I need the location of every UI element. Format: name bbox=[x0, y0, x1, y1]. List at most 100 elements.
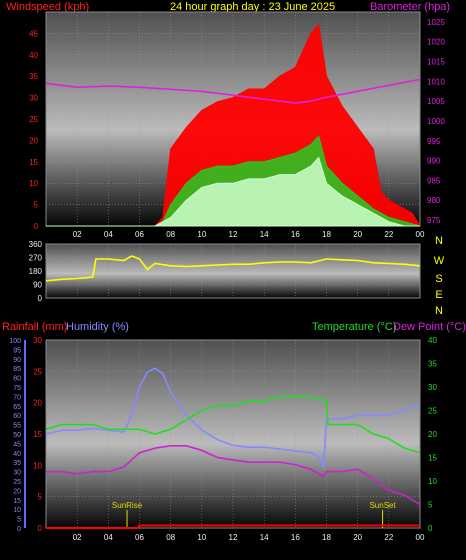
direction-y-tick: 360 bbox=[29, 240, 43, 249]
temp-x-tick: 00 bbox=[416, 533, 425, 542]
temperature-y-tick: 20 bbox=[428, 430, 437, 439]
temperature-y-tick: 25 bbox=[428, 407, 437, 416]
wind-speed-area bbox=[46, 156, 420, 227]
humidity-y-tick: 35 bbox=[13, 460, 21, 467]
wind-axis-label: Windspeed (kph) bbox=[6, 1, 89, 13]
wind-x-tick: 12 bbox=[229, 230, 238, 239]
direction-line bbox=[45, 255, 421, 282]
rainfall-y-tick: 5 bbox=[38, 493, 43, 502]
humidity-y-tick: 20 bbox=[13, 488, 21, 495]
temperature-axis-label: Temperature (°C) bbox=[312, 321, 396, 333]
barometer-y-tick: 985 bbox=[427, 176, 441, 185]
wind-x-tick: 10 bbox=[197, 230, 206, 239]
wind-y-tick: 5 bbox=[34, 201, 39, 210]
rainfall-y-tick: 15 bbox=[33, 430, 42, 439]
temp-x-tick: 18 bbox=[322, 533, 331, 542]
temperature-line bbox=[45, 395, 421, 454]
rainfall-y-tick: 25 bbox=[33, 367, 42, 376]
rainfall-axis-label: Rainfall (mm) bbox=[2, 321, 67, 333]
humidity-axis-label: Humidity (%) bbox=[66, 321, 129, 333]
temp-series bbox=[45, 367, 421, 529]
wind-x-tick: 08 bbox=[166, 230, 175, 239]
humidity-y-tick: 75 bbox=[13, 385, 21, 392]
humidity-y-tick: 60 bbox=[13, 413, 21, 420]
sunset-label: SunSet bbox=[369, 501, 396, 510]
wind-y-tick: 15 bbox=[29, 158, 38, 167]
barometer-y-tick: 1010 bbox=[427, 77, 445, 86]
temperature-y-tick: 0 bbox=[428, 524, 433, 533]
temp-x-tick: 16 bbox=[291, 533, 300, 542]
temp-x-tick-labels: 02 04 06 08 10 12 14 16 18 20 22 00 bbox=[73, 533, 425, 542]
direction-series bbox=[45, 255, 421, 282]
temp-x-tick: 04 bbox=[104, 533, 113, 542]
barometer-y-tick: 1000 bbox=[427, 117, 445, 126]
humidity-y-tick: 100 bbox=[9, 338, 21, 345]
direction-grid bbox=[46, 243, 421, 299]
rainfall-y-tick: 20 bbox=[33, 399, 42, 408]
compass-label: N bbox=[435, 235, 443, 247]
humidity-y-tick: 95 bbox=[13, 347, 21, 354]
humidity-y-tick: 0 bbox=[17, 526, 21, 533]
wind-x-tick: 06 bbox=[135, 230, 144, 239]
barometer-y-tick-labels: 975 980 985 990 995 1000 1005 1010 1015 1020 1025 bbox=[427, 18, 445, 225]
humidity-y-tick: 15 bbox=[13, 498, 21, 505]
wind-y-tick: 30 bbox=[29, 94, 38, 103]
dewpoint-line bbox=[46, 444, 421, 506]
compass-label: S bbox=[435, 273, 442, 285]
wind-x-tick: 00 bbox=[416, 230, 425, 239]
wind-y-tick: 35 bbox=[29, 72, 38, 81]
direction-y-tick: 0 bbox=[38, 294, 43, 303]
humidity-y-tick: 65 bbox=[13, 404, 21, 411]
temp-x-tick: 02 bbox=[73, 533, 82, 542]
barometer-y-tick: 980 bbox=[427, 196, 441, 205]
barometer-y-tick: 995 bbox=[427, 137, 441, 146]
barometer-y-tick: 990 bbox=[427, 157, 441, 166]
temperature-y-tick: 30 bbox=[428, 383, 437, 392]
barometer-line bbox=[45, 78, 421, 104]
direction-y-tick-labels: 360 270 180 90 0 bbox=[29, 240, 43, 303]
direction-y-tick: 180 bbox=[29, 267, 43, 276]
barometer-axis-label: Barometer (hpa) bbox=[370, 1, 450, 13]
rainfall-line bbox=[46, 524, 420, 529]
humidity-y-tick: 55 bbox=[13, 423, 21, 430]
rainfall-y-tick: 10 bbox=[33, 461, 42, 470]
humidity-y-tick: 80 bbox=[13, 376, 21, 383]
wind-x-tick: 02 bbox=[73, 230, 82, 239]
barometer-y-tick: 1025 bbox=[427, 18, 445, 27]
temp-x-tick: 14 bbox=[260, 533, 269, 542]
wind-x-tick: 16 bbox=[291, 230, 300, 239]
humidity-y-tick: 40 bbox=[13, 451, 21, 458]
rainfall-y-tick: 30 bbox=[33, 336, 42, 345]
temperature-y-tick: 5 bbox=[428, 501, 433, 510]
direction-y-tick: 270 bbox=[29, 254, 43, 263]
temperature-y-tick: 10 bbox=[428, 477, 437, 486]
temp-x-tick: 20 bbox=[353, 533, 362, 542]
humidity-y-tick-labels: 0 5 10 15 20 25 30 35 40 45 50 55 60 65 70 75 80 85 90 95 10… bbox=[9, 338, 26, 533]
humidity-y-tick: 90 bbox=[13, 357, 21, 364]
temperature-y-tick: 35 bbox=[428, 360, 437, 369]
barometer-y-tick: 975 bbox=[427, 216, 441, 225]
compass-label: W bbox=[434, 255, 445, 267]
temperature-y-tick-labels: 0 5 10 15 20 25 30 35 40 bbox=[428, 336, 437, 533]
compass-label: E bbox=[435, 289, 442, 301]
wind-x-tick: 20 bbox=[353, 230, 362, 239]
wind-y-tick: 40 bbox=[29, 51, 38, 60]
wind-y-tick-labels: 0 5 10 15 20 25 30 35 40 45 bbox=[29, 29, 38, 231]
temp-x-tick: 22 bbox=[384, 533, 393, 542]
temp-x-tick: 10 bbox=[197, 533, 206, 542]
humidity-y-tick: 70 bbox=[13, 394, 21, 401]
wind-x-tick: 18 bbox=[322, 230, 331, 239]
humidity-y-tick: 10 bbox=[13, 507, 21, 514]
wind-y-tick: 10 bbox=[29, 179, 38, 188]
wind-y-tick: 45 bbox=[29, 29, 38, 38]
wind-series bbox=[45, 23, 421, 227]
wind-x-tick: 04 bbox=[104, 230, 113, 239]
dewpoint-axis-label: Dew Point (°C) bbox=[393, 321, 466, 333]
temp-x-tick: 06 bbox=[135, 533, 144, 542]
humidity-y-tick: 5 bbox=[17, 517, 21, 524]
wind-x-tick: 22 bbox=[384, 230, 393, 239]
temp-x-tick: 08 bbox=[166, 533, 175, 542]
chart-title: 24 hour graph day : 23 June 2025 bbox=[170, 1, 335, 13]
